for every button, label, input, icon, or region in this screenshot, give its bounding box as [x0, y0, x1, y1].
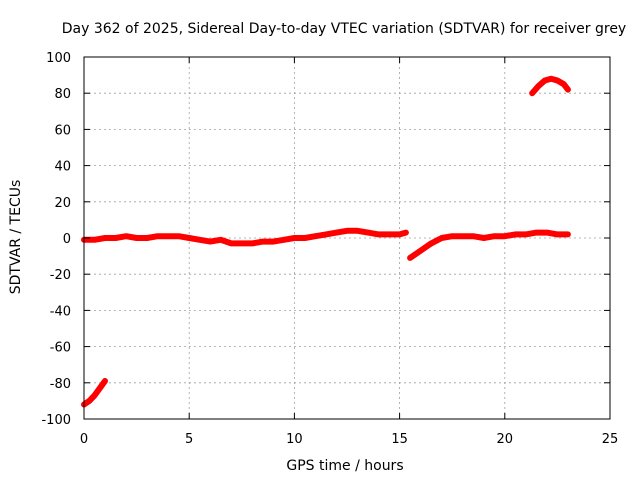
data-point	[344, 228, 350, 234]
data-point	[439, 235, 445, 241]
data-point	[260, 239, 266, 245]
data-point	[512, 231, 518, 237]
data-point	[523, 231, 529, 237]
data-point	[542, 78, 548, 84]
y-tick-label: 20	[54, 196, 71, 211]
data-point	[281, 237, 287, 243]
data-point	[397, 231, 403, 237]
y-tick-label: -40	[50, 304, 71, 319]
x-tick-label: 25	[602, 432, 619, 447]
chart-title: Day 362 of 2025, Sidereal Day-to-day VTE…	[62, 21, 626, 37]
data-point	[197, 237, 203, 243]
x-tick-label: 15	[391, 432, 408, 447]
x-tick-label: 10	[286, 432, 303, 447]
data-point	[176, 233, 182, 239]
y-tick-label: -80	[50, 377, 71, 392]
x-axis-label: GPS time / hours	[286, 458, 403, 474]
data-point	[554, 231, 560, 237]
data-point	[113, 235, 119, 241]
data-point	[428, 240, 434, 246]
data-point	[86, 398, 92, 404]
y-tick-label: -60	[50, 341, 71, 356]
series-line	[407, 229, 571, 261]
data-point	[92, 392, 98, 398]
data-point	[355, 228, 361, 234]
x-tick-label: 5	[185, 432, 193, 447]
data-point	[92, 237, 98, 243]
data-point	[102, 235, 108, 241]
data-point	[533, 230, 539, 236]
data-point	[218, 237, 224, 243]
y-tick-label: 0	[63, 232, 71, 247]
data-point	[249, 240, 255, 246]
data-series	[81, 75, 571, 408]
data-point	[403, 230, 409, 236]
data-point	[123, 233, 129, 239]
data-point	[239, 240, 245, 246]
data-point	[323, 231, 329, 237]
data-point	[312, 233, 318, 239]
data-point	[228, 240, 234, 246]
data-point	[502, 233, 508, 239]
data-point	[561, 81, 567, 87]
data-point	[155, 233, 161, 239]
data-point	[449, 233, 455, 239]
data-point	[207, 239, 213, 245]
data-point	[97, 385, 103, 391]
data-point	[165, 233, 171, 239]
data-point	[186, 235, 192, 241]
y-tick-label: 100	[46, 51, 71, 66]
data-point	[491, 233, 497, 239]
data-point	[460, 233, 466, 239]
data-point	[548, 76, 554, 82]
data-point	[134, 235, 140, 241]
data-point	[302, 235, 308, 241]
data-point	[376, 231, 382, 237]
x-tick-label: 20	[497, 432, 514, 447]
y-tick-label: 80	[54, 87, 71, 102]
y-tick-label: 40	[54, 160, 71, 175]
y-tick-label: -20	[50, 268, 71, 283]
y-tick-label: 60	[54, 123, 71, 138]
data-point	[407, 255, 413, 261]
data-point	[102, 378, 108, 384]
data-point	[481, 235, 487, 241]
data-point	[535, 83, 541, 89]
y-axis-label: SDTVAR / TECUs	[8, 180, 24, 295]
data-point	[470, 233, 476, 239]
data-point	[544, 230, 550, 236]
data-point	[270, 239, 276, 245]
data-point	[144, 235, 150, 241]
ticks	[83, 56, 611, 420]
data-point	[529, 90, 535, 96]
data-point	[565, 231, 571, 237]
data-point	[554, 78, 560, 84]
x-tick-label: 0	[80, 432, 88, 447]
tick-labels: 0 5 10 15 20 25 -100 -80 -60 -40 -20 0 20 40 60 80 100	[41, 51, 618, 447]
data-point	[565, 87, 571, 93]
y-tick-label: -100	[41, 413, 71, 428]
data-point	[418, 248, 424, 254]
data-point	[386, 231, 392, 237]
data-point	[333, 230, 339, 236]
data-point	[291, 235, 297, 241]
data-point	[365, 230, 371, 236]
